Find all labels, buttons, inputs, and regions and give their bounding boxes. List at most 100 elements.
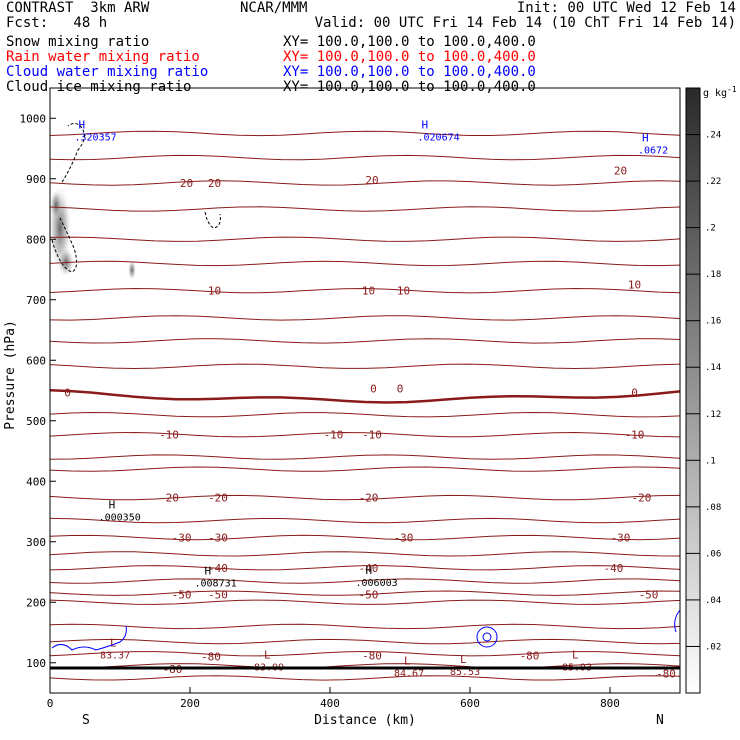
cloud-water-extremum-type: H: [79, 118, 86, 131]
colorbar-tick-label: .1: [705, 456, 716, 466]
cloud-ice-contour-3: [204, 211, 221, 229]
extremum-value: 85.53: [450, 667, 480, 678]
extremum-type: L: [110, 636, 117, 649]
y-tick-label: 900: [26, 173, 46, 186]
isotherm-label: -20: [359, 492, 379, 505]
isotherm-label: -30: [172, 532, 192, 545]
y-tick-label: 1000: [20, 112, 47, 125]
isotherm-line: [49, 260, 681, 267]
isotherm-label: -30: [611, 532, 631, 545]
valid-time: Valid: 00 UTC Fri 14 Feb 14 (10 ChT Fri …: [314, 15, 736, 31]
isotherm-label: 0: [397, 383, 404, 396]
cloud-water-extremum-type: H: [422, 118, 429, 131]
isotherm-label: 20: [208, 177, 221, 190]
endpoint-north: N: [656, 713, 664, 728]
y-tick-label: 400: [26, 475, 46, 488]
isotherm-label: 10: [397, 285, 410, 298]
isotherm-line: [49, 411, 681, 418]
legend-rain-xy: XY= 100.0,100.0 to 100.0,400.0: [283, 49, 536, 65]
colorbar-tick-label: .06: [705, 549, 721, 559]
isotherm-line: [49, 517, 681, 524]
colorbar-tick-label: .18: [705, 270, 721, 280]
isotherm-line: [49, 578, 681, 584]
extremum-value: 83.37: [100, 650, 130, 661]
extremum-type: L: [572, 649, 579, 662]
isotherm-label: -20: [632, 492, 652, 505]
isotherm-label: 20: [365, 174, 378, 187]
cloud-water-extremum-value: .0672: [638, 146, 668, 157]
cloud-ice-contour: [61, 122, 85, 183]
isotherm-label: 10: [362, 285, 375, 298]
isotherm-label: -40: [604, 562, 624, 575]
colorbar-unit-base: g kg: [703, 88, 727, 99]
colorbar-ticks: .02 .04 .06 .08 .1 .12 .14 .16 .18 .2 .22 .24: [686, 131, 721, 652]
x-tick-label: 400: [320, 697, 340, 710]
x-axis-label: Distance (km): [314, 713, 416, 728]
isotherm-label: -50: [172, 588, 192, 601]
axis-ticks: 0 200 400 600 800100200300400500600700800900…: [20, 112, 620, 710]
y-tick-label: 700: [26, 294, 46, 307]
cloud-water-extremum-value: .320357: [75, 132, 117, 143]
x-tick-label: 200: [180, 697, 200, 710]
colorbar-tick-label: .02: [705, 642, 721, 652]
legend-snow-xy: XY= 100.0,100.0 to 100.0,400.0: [283, 34, 536, 50]
legend-snow-label: Snow mixing ratio: [6, 34, 150, 50]
isotherm-line: [49, 130, 681, 137]
colorbar-tick-label: .22: [705, 177, 721, 187]
y-tick-label: 800: [26, 233, 46, 246]
isotherm-label: 0: [64, 386, 71, 399]
colorbar: [685, 87, 701, 694]
isotherm-line: [49, 388, 681, 404]
isotherm-line: [49, 599, 681, 605]
contour-labels: -80-80-80-80-80-50-50-50-50-40-40-40-30-…: [64, 118, 676, 680]
snow-shade-small: [128, 260, 136, 280]
isotherm-line: [49, 551, 681, 557]
isotherm-line: [49, 454, 681, 460]
snow-shade-upper: [50, 190, 62, 220]
isotherm-label: -20: [208, 492, 228, 505]
colorbar-tick-label: .24: [705, 131, 721, 141]
isotherm-line: [49, 590, 681, 596]
x-tick-label: 600: [460, 697, 480, 710]
extremum-type: H: [109, 499, 116, 512]
legend-cloud-ice-label: Cloud ice mixing ratio: [6, 79, 192, 95]
isotherm-label: -10: [159, 429, 179, 442]
isotherm-line: [49, 638, 681, 645]
legend-cloud-water-label: Cloud water mixing ratio: [6, 64, 209, 80]
isotherm-label: -40: [208, 562, 228, 575]
cloud-water-extremum-value: .020674: [418, 132, 460, 143]
isotherm-line: [49, 154, 681, 161]
cloud-water-contour-left: [51, 625, 127, 651]
isotherm-label: -20: [159, 492, 179, 505]
y-tick-label: 100: [26, 657, 46, 670]
isotherm-line: [49, 236, 681, 242]
y-axis-label: Pressure (hPa): [3, 320, 18, 430]
isotherm-line: [49, 431, 681, 438]
legend-cloud-ice-xy: XY= 100.0,100.0 to 100.0,400.0: [283, 79, 536, 95]
isotherm-line: [49, 206, 681, 212]
isotherm-line: [49, 650, 681, 657]
isotherm-label: 20: [614, 164, 627, 177]
isotherm-label: 10: [628, 279, 641, 292]
center-title: NCAR/MMM: [240, 0, 308, 16]
cloud-water-contour-center-inner: [482, 632, 492, 642]
isotherm-line: [49, 287, 681, 294]
plot-frame: [49, 87, 681, 694]
extremum-type: L: [264, 649, 271, 662]
isotherm-label: -80: [201, 651, 221, 664]
isotherm-line: [49, 466, 681, 472]
endpoint-south: S: [82, 713, 90, 728]
model-title: CONTRAST 3km ARW: [6, 0, 150, 16]
legend-cloud-water-xy: XY= 100.0,100.0 to 100.0,400.0: [283, 64, 536, 80]
cloud-water-extremum-type: H: [642, 132, 649, 145]
y-tick-label: 200: [26, 596, 46, 609]
legend-rain-label: Rain water mixing ratio: [6, 49, 200, 65]
isotherm-line: [49, 315, 681, 321]
isotherm-label: -30: [208, 532, 228, 545]
isotherm-label: -50: [639, 588, 659, 601]
colorbar-tick-label: .16: [705, 317, 721, 327]
colorbar-tick-label: .04: [705, 596, 721, 606]
extremum-value: .000350: [99, 513, 141, 524]
colorbar-tick-label: .12: [705, 410, 721, 420]
